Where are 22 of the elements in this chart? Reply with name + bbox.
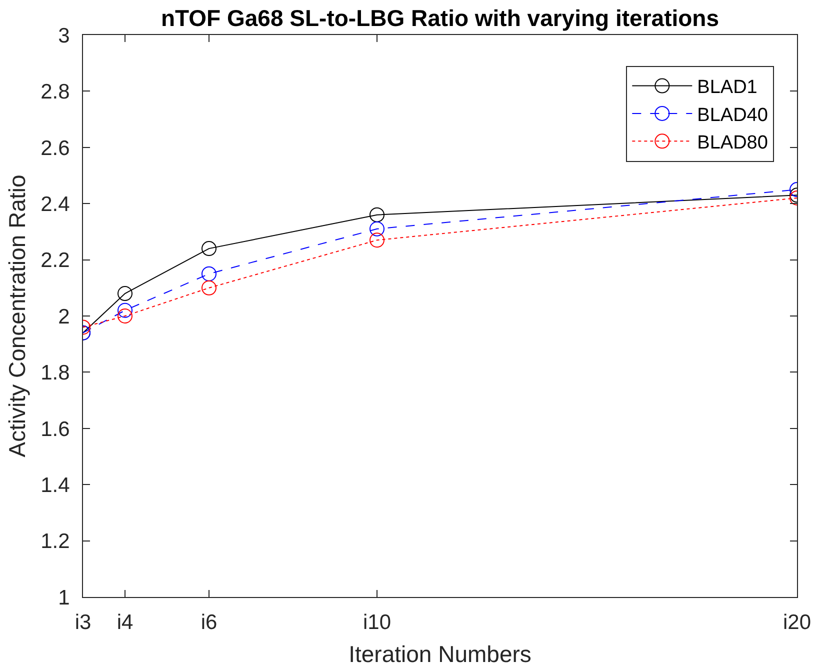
x-tick-label: i4 xyxy=(116,611,134,634)
y-tick-label: 2 xyxy=(58,305,70,328)
y-tick-label: 3 xyxy=(58,24,70,48)
legend-label: BLAD80 xyxy=(697,132,768,154)
x-tick-label: i10 xyxy=(362,611,392,634)
y-tick-label: 1.8 xyxy=(40,362,70,385)
legend-label: BLAD1 xyxy=(697,77,758,98)
y-tick-label: 1.2 xyxy=(40,530,70,554)
y-tick-label: 1.4 xyxy=(40,474,70,497)
y-tick-label: 2.4 xyxy=(40,192,70,216)
chart-title: nTOF Ga68 SL-to-LBG Ratio with varying iterations xyxy=(160,5,720,32)
y-tick-label: 2.2 xyxy=(40,249,70,272)
y-tick-label: 1 xyxy=(58,586,70,610)
y-tick-label: 1.6 xyxy=(40,418,70,441)
y-tick-label: 2.8 xyxy=(40,80,70,104)
legend-label: BLAD40 xyxy=(697,104,768,126)
x-tick-label: i6 xyxy=(200,611,218,634)
x-tick-label: i20 xyxy=(782,611,812,634)
y-axis-title: Activity Concentration Ratio xyxy=(4,174,30,458)
x-tick-label: i3 xyxy=(74,611,92,634)
y-tick-label: 2.6 xyxy=(40,136,70,160)
x-axis-title: Iteration Numbers xyxy=(348,640,532,667)
